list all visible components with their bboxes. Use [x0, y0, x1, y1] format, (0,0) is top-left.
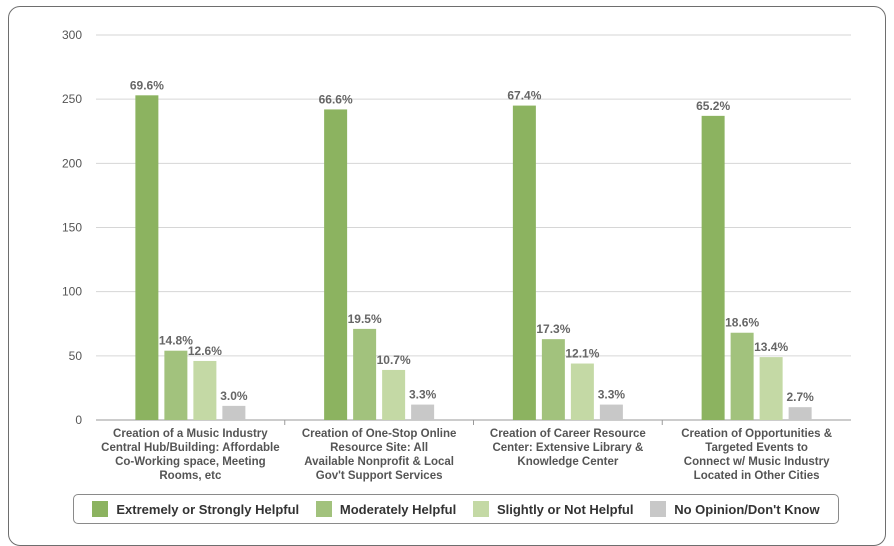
bar-chart: 0 50 100 150 200 250 300 69.6% 14.8%12.6% 3.0% 66… — [62, 28, 851, 482]
data-label: 17.3% — [536, 322, 570, 336]
bar — [788, 407, 812, 420]
bar — [570, 363, 594, 420]
legend-item: Slightly or Not Helpful — [472, 501, 634, 517]
legend-swatch — [650, 501, 667, 517]
category-label-line: Central Hub/Building: Affordable — [101, 442, 279, 454]
bar — [164, 350, 188, 420]
data-label: 12.1% — [565, 347, 599, 361]
data-label: 10.7% — [377, 353, 411, 367]
category-label: Creation of One-Stop Online Resource Site… — [302, 428, 457, 482]
category-label-line: Rooms, etc — [159, 470, 222, 482]
data-label: 13.4% — [754, 340, 788, 354]
y-tick-label: 200 — [62, 156, 82, 170]
bar — [512, 105, 536, 420]
legend-item: Extremely or Strongly Helpful — [92, 501, 299, 517]
data-label: 67.4% — [507, 89, 541, 103]
legend-label: Extremely or Strongly Helpful — [116, 501, 300, 517]
category-label-line: Co-Working space, Meeting — [115, 456, 266, 468]
data-label: 69.6% — [130, 78, 164, 92]
bar — [193, 360, 217, 420]
y-axis-ticks: 0 50 100 150 200 250 300 — [62, 28, 82, 427]
y-tick-label: 100 — [62, 285, 82, 299]
category-labels: Creation of a Music Industry Central Hub/… — [101, 428, 832, 482]
bar — [353, 328, 377, 420]
bar — [701, 115, 725, 420]
y-tick-label: 0 — [75, 413, 82, 427]
legend-swatch — [315, 501, 332, 517]
category-label-line: Available Nonprofit & Local — [304, 456, 454, 468]
legend-swatch — [472, 501, 489, 517]
category-label-line: Creation of Career Resource — [490, 428, 646, 440]
data-label: 3.3% — [598, 388, 626, 402]
data-label: 18.6% — [725, 316, 759, 330]
category-label-line: Creation of Opportunities & — [681, 428, 832, 440]
legend-label: Moderately Helpful — [339, 501, 457, 517]
category-label-line: Center: Extensive Library & — [492, 442, 643, 454]
y-tick-label: 300 — [62, 28, 82, 42]
y-tick-label: 50 — [69, 349, 83, 363]
category-label: Creation of Career Resource Center: Exten… — [490, 428, 646, 468]
category-label-line: Located in Other Cities — [694, 470, 820, 482]
bar — [324, 109, 348, 420]
data-labels: 69.6% 14.8%12.6% 3.0% 66.6% 19.5% 10.7% 3.3% 67… — [130, 78, 814, 404]
category-label-line: Creation of One-Stop Online — [302, 428, 457, 440]
legend-label: Slightly or Not Helpful — [496, 501, 634, 517]
data-label: 12.6% — [188, 344, 222, 358]
data-label: 65.2% — [696, 99, 730, 113]
category-label: Creation of a Music Industry Central Hub/… — [101, 428, 279, 482]
category-label-line: Resource Site: All — [330, 442, 428, 454]
gridlines — [96, 34, 851, 425]
legend-item: Moderately Helpful — [315, 501, 457, 517]
bar — [759, 357, 783, 420]
data-label: 2.7% — [786, 390, 814, 404]
legend-item: No Opinion/Don't Know — [650, 501, 820, 517]
category-label-line: Creation of a Music Industry — [113, 428, 268, 440]
bar — [541, 339, 565, 420]
data-label: 19.5% — [348, 312, 382, 326]
bar — [135, 95, 159, 421]
bar — [222, 405, 246, 420]
y-tick-label: 150 — [62, 221, 82, 235]
y-tick-label: 250 — [62, 92, 82, 106]
legend-label: No Opinion/Don't Know — [674, 501, 820, 517]
data-label: 66.6% — [319, 92, 353, 106]
legend: Extremely or Strongly Helpful Moderately… — [73, 494, 839, 524]
bar — [599, 404, 623, 420]
bars — [135, 95, 812, 421]
bar — [730, 332, 754, 420]
category-label-line: Targeted Events to — [705, 442, 808, 454]
data-label: 3.3% — [409, 388, 437, 402]
bar — [382, 369, 406, 420]
category-label-line: Knowledge Center — [517, 456, 618, 468]
category-label-line: Connect w/ Music Industry — [684, 456, 830, 468]
data-label: 3.0% — [220, 389, 248, 403]
category-label-line: Gov't Support Services — [316, 470, 443, 482]
bar — [411, 404, 435, 420]
legend-swatch — [92, 501, 109, 517]
data-label: 14.8% — [159, 334, 193, 348]
category-label: Creation of Opportunities & Targeted Even… — [681, 428, 832, 482]
